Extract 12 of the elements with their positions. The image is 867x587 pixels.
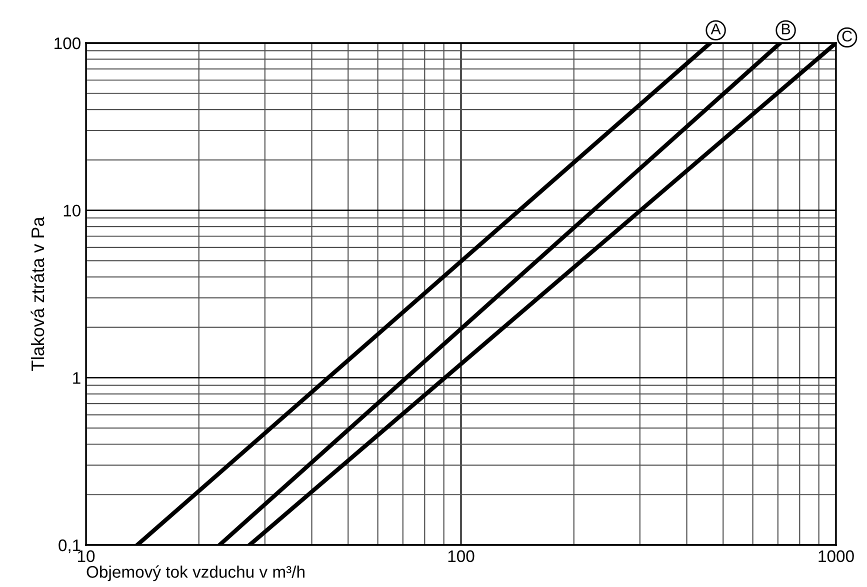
x-tick-label: 10: [78, 550, 95, 562]
x-tick-label: 1000: [818, 550, 854, 562]
series-label: B: [782, 24, 790, 34]
y-tick-label: 1: [73, 372, 80, 384]
y-axis-title: Tlaková ztráta v Pa: [30, 216, 44, 371]
x-tick-label: 100: [448, 550, 474, 562]
x-axis-title: Objemový tok vzduchu v m³/h: [86, 565, 304, 582]
series-label: A: [710, 24, 721, 34]
series-label: C: [842, 30, 852, 42]
y-tick-label: 10: [64, 204, 80, 217]
y-tick-label: 100: [54, 37, 80, 50]
y-tick-label: 0,1: [58, 539, 80, 554]
